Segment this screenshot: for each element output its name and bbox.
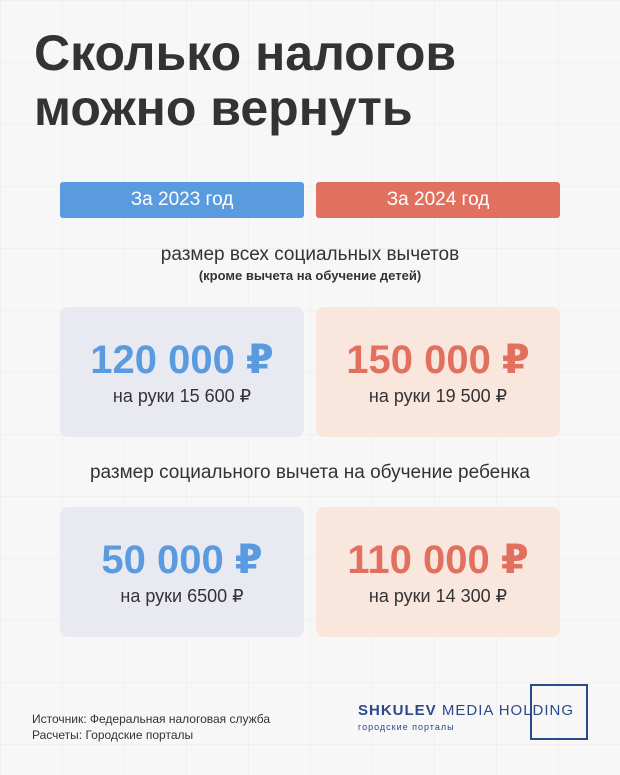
calc-text: Расчеты: Городские порталы: [32, 728, 194, 742]
logo-brand: SHKULEV: [358, 702, 437, 719]
title-line-2: можно вернуть: [34, 80, 413, 136]
year-2023-badge: За 2023 год: [60, 182, 304, 218]
shkulev-logo: SHKULEV MEDIA HOLDING городские порталы: [358, 702, 574, 732]
card-2023-education: 50 000 ₽ на руки 6500 ₽: [60, 507, 304, 637]
logo-frame: [530, 684, 588, 740]
source-text: Источник: Федеральная налоговая служба: [32, 712, 271, 726]
net-2023-education: на руки 6500 ₽: [120, 585, 244, 606]
logo-rest: MEDIA HOLDING: [441, 702, 575, 719]
card-2024-social: 150 000 ₽ на руки 19 500 ₽: [316, 307, 560, 437]
page-title: Сколько налогов можно вернуть: [34, 26, 594, 136]
footer-source: Источник: Федеральная налоговая служба Р…: [32, 711, 270, 743]
section2-label: размер социального вычета на обучение ре…: [89, 462, 530, 483]
net-2024-social: на руки 19 500 ₽: [368, 385, 508, 406]
title-line-1: Сколько налогов: [34, 25, 457, 81]
section1-sublabel: (кроме вычета на обучение детей): [198, 268, 422, 283]
amount-2024-education: 110 000 ₽: [347, 537, 529, 582]
logo-subtitle: городские порталы: [358, 722, 455, 732]
net-2023-social: на руки 15 600 ₽: [112, 385, 252, 406]
card-2024-education: 110 000 ₽ на руки 14 300 ₽: [316, 507, 560, 637]
amount-2023-social: 120 000 ₽: [90, 337, 274, 382]
amount-2023-education: 50 000 ₽: [101, 537, 263, 582]
section1-label: размер всех социальных вычетов: [160, 244, 460, 265]
year-2024-badge: За 2024 год: [316, 182, 560, 218]
net-2024-education: на руки 14 300 ₽: [368, 585, 508, 606]
amount-2024-social: 150 000 ₽: [346, 337, 530, 382]
card-2023-social: 120 000 ₽ на руки 15 600 ₽: [60, 307, 304, 437]
